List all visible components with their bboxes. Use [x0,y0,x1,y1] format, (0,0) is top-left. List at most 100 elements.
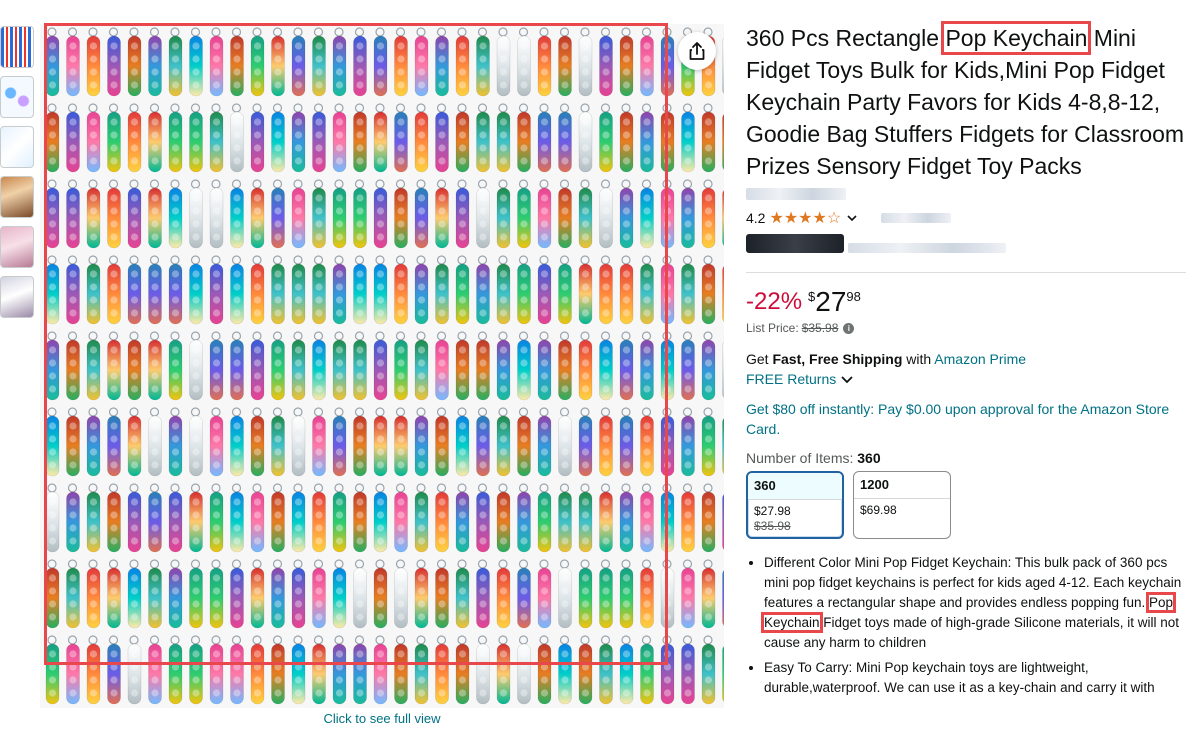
pop-bubble [540,372,549,380]
keychain-ring [334,407,344,417]
prime-link[interactable]: Amazon Prime [934,351,1027,367]
keychain-toy [517,35,531,97]
star-rating-icon[interactable]: ★★★★☆ [769,210,842,227]
thumbnail-image[interactable] [0,126,34,168]
keychain-ring [313,179,324,189]
pop-bubble [233,422,241,430]
keychain-toy [599,491,613,553]
pop-bubble [684,511,692,519]
pop-bubble [69,385,77,393]
pop-bubble [192,524,200,532]
keychain-ring [354,179,365,189]
info-icon[interactable]: i [843,322,855,334]
pop-bubble [417,537,426,545]
thumbnail-image[interactable] [0,276,34,318]
pop-bubble [663,346,672,354]
keychain-toy [148,263,162,325]
option-360[interactable]: 360 $27.98 $35.98 [746,471,844,539]
pop-bubble [499,537,508,545]
pop-bubble [151,118,159,126]
keychain-ring [211,635,221,645]
keychain-toy [701,339,716,401]
pop-bubble [151,537,159,545]
pop-bubble [622,574,631,582]
pop-bubble [376,296,385,304]
pop-bubble [315,131,323,139]
keychain-ring [47,103,57,113]
thumbnail-image[interactable] [0,226,34,268]
free-returns[interactable]: FREE Returns [746,369,1186,389]
pop-bubble [171,498,180,506]
keychain-toy [271,339,285,401]
keychain-toy [414,263,429,325]
keychain-ring [600,331,611,341]
pop-bubble [663,55,672,63]
pop-bubble [663,81,672,89]
pop-bubble [602,663,610,671]
pop-bubble [684,131,692,139]
chevron-down-icon[interactable] [840,374,854,384]
share-button[interactable] [678,32,716,70]
ratings-count-redacted[interactable] [881,213,952,223]
title-text: Mini Fidget Toys Bulk for Kids,Mini Pop … [746,25,1185,179]
pop-bubble [643,233,651,241]
option-1200[interactable]: 1200 $69.98 [853,471,951,539]
store-card-offer[interactable]: Get $80 off instantly: Pay $0.00 upon ap… [746,401,1170,437]
pop-bubble [212,600,221,608]
keychain-ring [498,331,508,341]
pop-bubble [479,157,487,165]
keychain-toy [127,35,142,97]
keychain-ring [539,483,549,493]
keychain-toy [148,111,162,173]
keychain-toy [271,643,285,705]
keychain-toy [271,567,285,629]
full-view-link[interactable]: Click to see full view [323,711,441,726]
pop-bubble [130,689,139,697]
pop-bubble [602,372,610,380]
pop-bubble [69,157,77,165]
chevron-down-icon[interactable] [847,213,857,223]
keychain-ring [47,255,57,265]
pop-bubble [48,650,57,658]
free-returns-link[interactable]: FREE Returns [746,371,837,387]
thumbnail-image[interactable] [0,76,34,118]
keychain-toy [435,35,449,97]
pop-bubble [520,587,528,595]
keychain-toy [168,567,183,629]
keychain-ring [518,635,529,645]
pop-bubble [274,689,282,697]
pop-bubble [171,157,180,165]
pop-bubble [315,689,323,697]
pop-bubble [417,461,426,469]
pop-bubble [438,385,446,393]
thumbnail-image[interactable] [0,26,34,68]
keychain-ring [190,179,201,189]
keychain-ring [559,407,570,417]
pop-bubble [397,587,405,595]
keychain-toy [86,491,101,553]
pop-bubble [376,435,385,443]
pop-bubble [663,233,672,241]
keychain-toy [558,111,572,173]
thumbnail-image[interactable] [0,176,34,218]
keychain-ring [436,407,447,417]
pop-bubble [499,309,508,317]
pop-bubble [274,448,282,456]
keychain-toy [640,567,654,629]
pop-bubble [479,422,487,430]
keychain-toy [353,339,367,401]
keychain-toy [558,187,572,249]
keychain-ring [395,255,406,265]
pop-bubble [540,511,549,519]
pop-bubble [417,309,426,317]
pop-bubble [397,346,405,354]
pop-bubble [253,296,262,304]
store-link-redacted[interactable] [746,188,846,200]
keychain-toy [599,187,613,249]
pop-bubble [602,55,610,63]
pop-bubble [663,676,672,684]
pop-bubble [110,435,118,443]
main-product-image[interactable] [40,24,724,708]
pop-bubble [130,81,139,89]
pop-bubble [89,689,98,697]
